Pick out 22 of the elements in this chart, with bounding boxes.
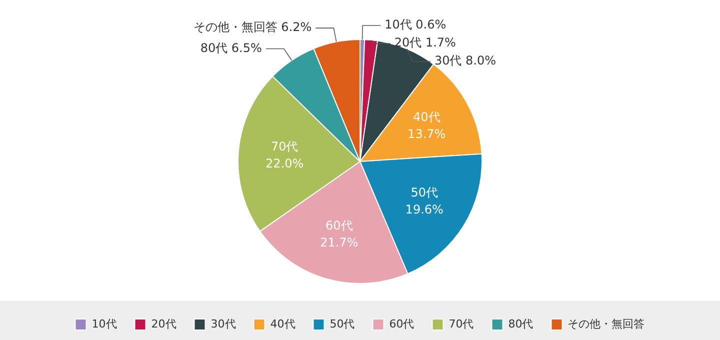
data-label: 13.7%	[408, 126, 446, 141]
legend-label: 40代	[270, 317, 296, 330]
legend-label: 60代	[389, 317, 414, 330]
slice-label: 40代	[412, 110, 440, 124]
legend-label: 80代	[508, 317, 534, 330]
legend-label: 20代	[151, 317, 176, 330]
legend-label: 10代	[92, 317, 117, 330]
category-label: 10代 0.6%	[384, 18, 446, 32]
data-label: 22.0%	[266, 156, 304, 170]
slice-label: 50代	[410, 185, 438, 200]
legend-label: 70代	[448, 317, 474, 330]
slice-label: 60代	[325, 218, 353, 232]
data-label: 19.6%	[405, 202, 444, 216]
legend-label: その他・無回答	[568, 317, 645, 330]
category-label: 80代 6.5%	[200, 40, 262, 55]
category-label: その他・無回答 6.2%	[193, 20, 312, 34]
slice-label: 70代	[270, 139, 298, 154]
data-label: 21.7%	[320, 235, 358, 250]
category-label: 30代 8.0%	[434, 54, 496, 68]
category-label: 20代 1.7%	[394, 36, 456, 50]
legend-label: 50代	[330, 317, 355, 330]
legend-label: 30代	[210, 317, 236, 330]
